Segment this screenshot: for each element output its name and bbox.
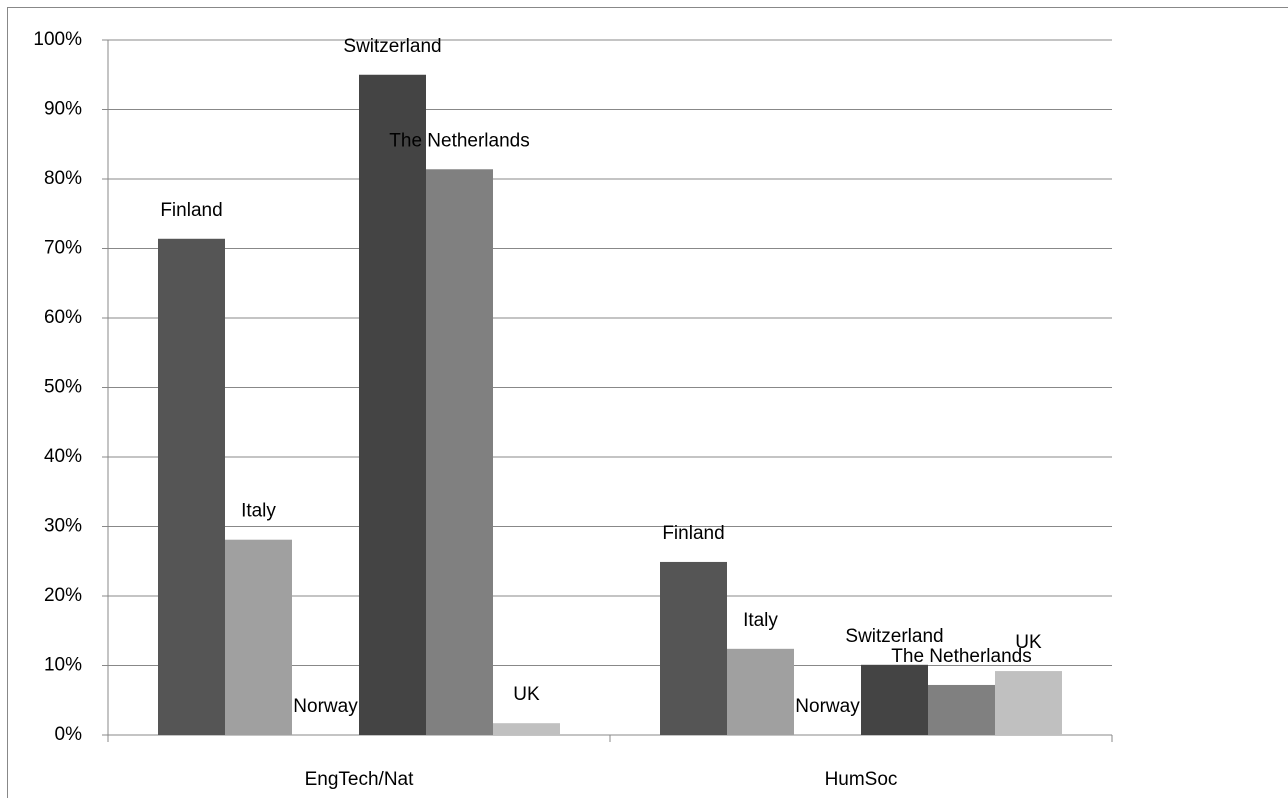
- chart-frame: [7, 7, 1288, 798]
- bar: [727, 648, 794, 735]
- data-label: Finland: [160, 200, 222, 221]
- bar: [995, 671, 1062, 735]
- x-tick-label: EngTech/Nat: [305, 769, 415, 790]
- y-tick-label: 50%: [44, 377, 82, 398]
- y-tick-label: 40%: [44, 446, 82, 467]
- y-tick-label: 20%: [44, 585, 82, 606]
- bar: [660, 561, 727, 735]
- y-tick-label: 70%: [44, 238, 82, 259]
- bar: [225, 539, 292, 735]
- data-label: Switzerland: [845, 626, 943, 647]
- data-label: Finland: [662, 523, 724, 544]
- y-tick-label: 100%: [33, 29, 82, 50]
- data-label: The Netherlands: [389, 130, 529, 151]
- bar: [493, 723, 560, 735]
- bar: [928, 684, 995, 735]
- x-tick-label: HumSoc: [825, 769, 898, 790]
- y-tick-label: 10%: [44, 655, 82, 676]
- data-label: Italy: [241, 501, 276, 522]
- bar: [861, 664, 928, 735]
- data-label: Norway: [795, 696, 860, 717]
- data-label: Norway: [293, 696, 358, 717]
- data-label: UK: [513, 684, 540, 705]
- bar: [426, 169, 493, 735]
- y-tick-label: 90%: [44, 99, 82, 120]
- bar: [359, 74, 426, 735]
- data-label: The Netherlands: [891, 646, 1031, 667]
- y-tick-label: 30%: [44, 516, 82, 537]
- data-label: Italy: [743, 610, 778, 631]
- y-tick-label: 60%: [44, 307, 82, 328]
- y-tick-label: 0%: [55, 724, 83, 745]
- data-label: Switzerland: [343, 36, 441, 57]
- data-label: UK: [1015, 632, 1042, 653]
- y-tick-label: 80%: [44, 168, 82, 189]
- bar: [158, 238, 225, 735]
